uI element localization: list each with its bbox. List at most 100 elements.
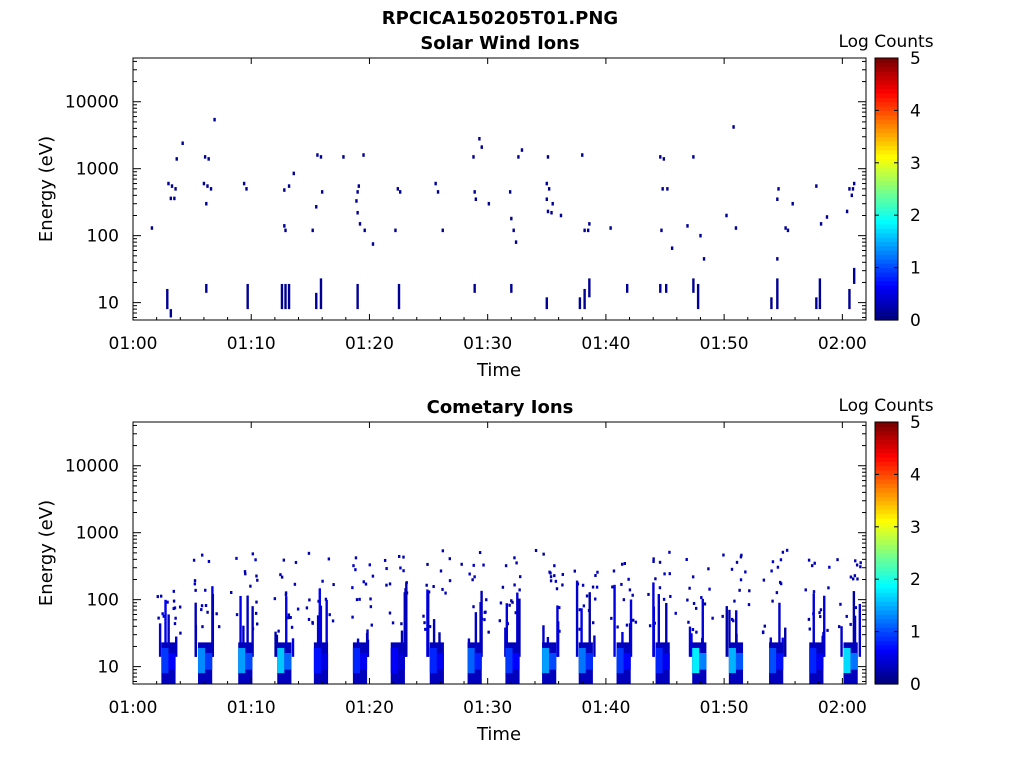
colorbar-segment [875,587,898,593]
colorbar-segment [875,202,898,208]
heatmap-cell [850,193,854,198]
colorbar-segment [875,653,898,659]
heatmap-block-core [359,652,368,670]
solar-wind-heatmap [150,117,856,318]
heatmap-block-core [549,652,557,670]
colorbar-segment [875,583,898,589]
heatmap-column [628,623,632,657]
heatmap-column [588,278,591,298]
heatmap-column [251,606,254,657]
heatmap-cell [661,187,664,191]
heatmap-column [657,594,661,657]
heatmap-cell [230,591,233,595]
heatmap-cell [725,213,728,218]
heatmap-block-core [205,652,213,670]
heatmap-cell [179,631,182,635]
heatmap-cell [468,572,471,576]
heatmap-cell [611,585,614,589]
colorbar-segment [875,110,898,116]
colorbar-segment [875,500,898,506]
solar-wind-colorbar: 0 1 2 3 4 5 [874,49,921,331]
colorbar-segment [875,574,898,580]
heatmap-block-core [692,647,700,674]
heatmap-column [287,283,291,310]
heatmap-cell [242,181,246,186]
colorbar-segment [875,197,898,203]
colorbar-segment [875,184,898,190]
colorbar-segment [875,298,898,304]
heatmap-cell [591,621,595,625]
heatmap-cell [779,558,783,562]
colorbar-segment [875,293,898,299]
heatmap-column [325,599,328,657]
heatmap-cell [432,585,435,589]
heatmap-block-core [776,652,784,670]
heatmap-cell [573,569,576,573]
heatmap-column [316,615,320,657]
heatmap-cell [836,558,839,562]
heatmap-cell [517,155,520,159]
heatmap-column [688,626,692,657]
colorbar-segment [875,548,898,554]
heatmap-cell [514,240,518,244]
heatmap-block-core [585,652,593,670]
x-tick-label: 02:00 [818,334,867,354]
heatmap-cell [441,549,445,553]
heatmap-column [356,283,359,310]
heatmap-cell [324,597,328,601]
colorbar-segment [875,456,898,462]
heatmap-cell [397,554,401,558]
colorbar-segment [875,254,898,260]
colorbar-segment [875,114,898,120]
colorbar-segment [875,280,898,286]
heatmap-cell [370,623,373,627]
heatmap-cell [287,184,291,188]
heatmap-column [812,593,815,657]
heatmap-cell [256,578,259,582]
heatmap-column [588,592,591,657]
heatmap-cell [808,627,811,631]
colorbar-segment [875,232,898,238]
colorbar-segment [875,443,898,449]
x-tick-label: 01:30 [463,698,512,718]
heatmap-cell [200,608,203,612]
colorbar-segment [875,452,898,458]
heatmap-cell [156,595,159,599]
colorbar-segment [875,662,898,668]
heatmap-cell [594,574,597,578]
colorbar-segment [875,649,898,655]
heatmap-cell [356,190,359,194]
colorbar-segment [875,149,898,155]
colorbar-segment [875,215,898,221]
heatmap-cell [520,148,524,152]
heatmap-cell [504,564,508,568]
heatmap-cell [287,613,291,617]
heatmap-cell [296,607,300,611]
solar-wind-panel: Solar Wind Ions 01:00 01:10 01:20 01:30 01:4… [36,32,934,381]
heatmap-block-core [505,647,513,674]
heatmap-cell [582,604,586,608]
heatmap-cell [473,575,476,579]
colorbar-segment [875,679,898,685]
heatmap-cell [534,549,538,553]
heatmap-column [593,635,596,657]
colorbar-segment [875,136,898,142]
colorbar-segment [875,193,898,199]
heatmap-cell [166,600,169,604]
heatmap-cell [460,562,463,566]
heatmap-cell [691,575,695,579]
heatmap-cell [791,201,794,206]
cometary-panel: Cometary Ions 01:00 01:10 01:20 01:30 01:40 0… [36,396,934,745]
heatmap-cell [855,563,859,567]
heatmap-column [692,278,695,293]
heatmap-cell [694,606,698,610]
heatmap-cell [627,577,630,581]
heatmap-cell [245,187,248,191]
colorbar-segment [875,561,898,567]
heatmap-cell [581,153,584,157]
heatmap-cell [282,558,286,562]
heatmap-cell [356,210,359,215]
heatmap-cell [273,597,277,601]
heatmap-cell [722,553,725,557]
heatmap-cell [157,616,160,620]
